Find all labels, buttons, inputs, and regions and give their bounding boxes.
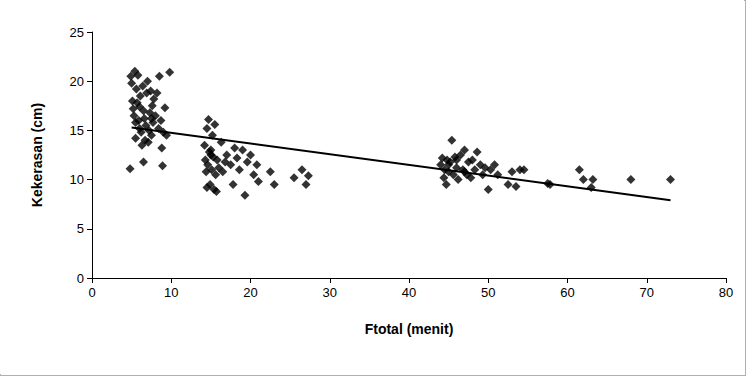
svg-text:5: 5 xyxy=(77,221,84,236)
svg-text:25: 25 xyxy=(70,25,84,40)
svg-text:60: 60 xyxy=(560,285,574,300)
svg-text:40: 40 xyxy=(402,285,416,300)
svg-text:10: 10 xyxy=(164,285,178,300)
svg-text:30: 30 xyxy=(323,285,337,300)
svg-text:80: 80 xyxy=(719,285,733,300)
svg-text:20: 20 xyxy=(243,285,257,300)
svg-text:50: 50 xyxy=(481,285,495,300)
svg-text:Kekerasan (cm): Kekerasan (cm) xyxy=(29,103,45,207)
svg-text:0: 0 xyxy=(77,271,84,286)
svg-text:Ftotal (menit): Ftotal (menit) xyxy=(365,321,454,337)
svg-text:70: 70 xyxy=(640,285,654,300)
svg-text:10: 10 xyxy=(70,172,84,187)
svg-text:15: 15 xyxy=(70,123,84,138)
svg-text:20: 20 xyxy=(70,74,84,89)
svg-text:0: 0 xyxy=(88,285,95,300)
